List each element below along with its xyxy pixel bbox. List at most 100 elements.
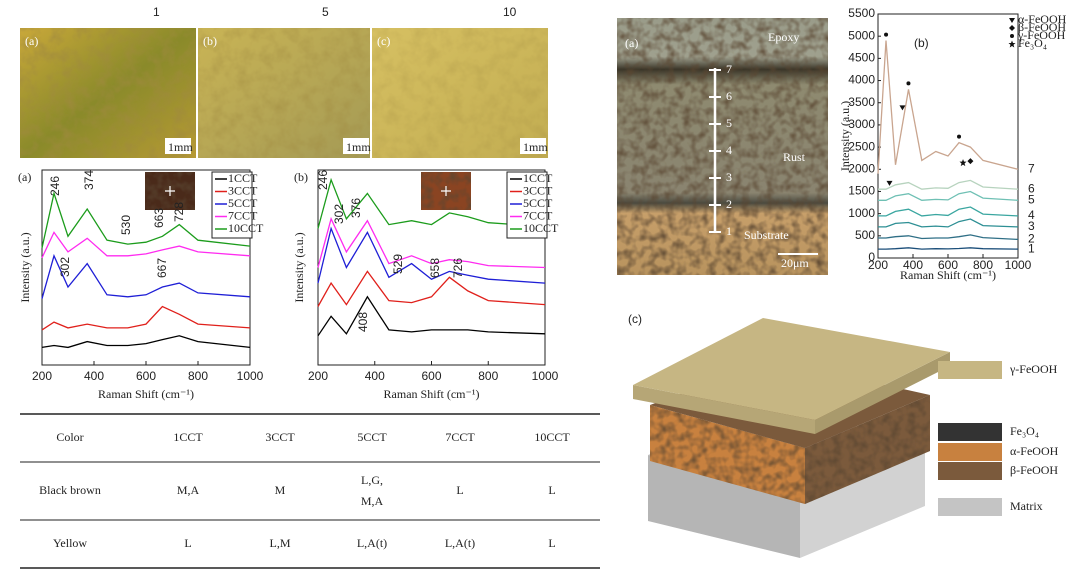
point-label: 3 xyxy=(726,170,732,184)
series-label: 6 xyxy=(1028,181,1035,195)
spectrum-line xyxy=(878,247,1019,250)
spectrum-line xyxy=(41,190,251,249)
legend-label: 3CCT xyxy=(523,183,553,197)
x-tick-label: 200 xyxy=(32,369,52,383)
table-cell: L xyxy=(184,536,191,550)
x-tick-label: 600 xyxy=(421,369,441,383)
legend-box xyxy=(211,171,253,239)
chart: 200 400 600 800 1000 Raman Shift (cm⁻¹) Intens… xyxy=(292,169,559,401)
y-tick-label: 1500 xyxy=(848,184,875,198)
legend-marker xyxy=(1008,40,1016,48)
spectrum-line xyxy=(317,295,546,337)
table-cell: L,A(t) xyxy=(357,536,387,550)
y-tick-label: 3500 xyxy=(848,95,875,109)
peak-label: 408 xyxy=(356,312,370,332)
layer-side xyxy=(648,455,800,558)
legend-label: 1CCT xyxy=(523,171,553,185)
chart: 200 400 600 800 1000 Raman Shift (cm⁻¹) Intens… xyxy=(18,169,264,401)
layer-side xyxy=(815,352,950,434)
plot-frame xyxy=(877,13,1019,259)
peak-label: 374 xyxy=(82,170,96,190)
legend-label: 5CCT xyxy=(228,196,258,210)
layer-label: Rust xyxy=(783,150,806,164)
spectrum-line xyxy=(878,179,1019,190)
photo-texture xyxy=(198,28,370,158)
inset-cross xyxy=(165,186,175,196)
x-tick-label: 600 xyxy=(136,369,156,383)
legend-label: α-FeOOH xyxy=(1018,12,1067,26)
peak-label: 376 xyxy=(349,198,363,218)
table-cell: Yellow xyxy=(53,536,87,550)
y-tick-label: 5000 xyxy=(848,28,875,42)
point-label: 1 xyxy=(726,224,732,238)
series-label: 5 xyxy=(1028,192,1035,206)
series-label: 7 xyxy=(1028,161,1035,175)
scale-box xyxy=(520,138,546,154)
peak-label: 663 xyxy=(152,208,166,228)
legend-marker xyxy=(959,159,967,167)
scale-bar: 20μm xyxy=(781,256,809,270)
point-label: 7 xyxy=(726,62,732,76)
point-label: 2 xyxy=(726,197,732,211)
point-label: 6 xyxy=(726,89,732,103)
x-tick-label: 200 xyxy=(308,369,328,383)
scale-box xyxy=(343,138,369,154)
x-axis-label: Raman Shift (cm⁻¹) xyxy=(900,268,996,282)
layer-texture xyxy=(805,395,930,504)
table-header: 10CCT xyxy=(534,430,570,444)
panel-label: (a) xyxy=(25,34,38,48)
layer-side xyxy=(800,440,925,558)
inset-cross xyxy=(441,186,451,196)
legend-label: Fe₃O₄ xyxy=(1010,424,1039,438)
legend-label: γ-FeOOH xyxy=(1009,362,1058,376)
y-tick-label: 2500 xyxy=(848,139,875,153)
legend-label: 5CCT xyxy=(523,196,553,210)
layer-top xyxy=(633,318,950,420)
spectrum-line xyxy=(41,231,251,259)
spectrum-line xyxy=(317,226,546,284)
panel-label: (a) xyxy=(625,36,638,50)
x-tick-label: 1000 xyxy=(532,369,559,383)
legend-swatch xyxy=(938,462,1002,480)
peak-label: 667 xyxy=(155,258,169,278)
layer-side xyxy=(633,385,815,434)
spectrum-line xyxy=(317,270,546,307)
y-axis-label: Intensity (a.u.) xyxy=(292,232,306,302)
legend-label: 10CCT xyxy=(228,221,264,235)
y-axis-label: Intensity (a.u.) xyxy=(18,232,32,302)
table-cell: Black brown xyxy=(39,483,101,497)
table-cell: M xyxy=(275,483,286,497)
y-tick-label: 1000 xyxy=(848,206,875,220)
spectrum-line xyxy=(317,177,546,229)
legend-label: β-FeOOH xyxy=(1010,463,1058,477)
x-tick-label: 1000 xyxy=(237,369,264,383)
panel-label: (b) xyxy=(914,36,929,50)
legend-label: 7CCT xyxy=(523,208,553,222)
table-cell: L,M xyxy=(270,536,291,550)
column-label: 10 xyxy=(503,5,517,19)
x-axis-label: Raman Shift (cm⁻¹) xyxy=(98,387,194,401)
legend-marker xyxy=(967,158,974,165)
legend-label: Fe₃O₄ xyxy=(1018,36,1047,50)
table-cell: M,A xyxy=(177,483,200,497)
panel-label: (c) xyxy=(628,312,642,326)
legend-box xyxy=(506,171,548,239)
table-cell: L xyxy=(548,483,555,497)
spectrum-line xyxy=(878,218,1019,228)
photo-texture xyxy=(372,28,548,158)
peak-label: 658 xyxy=(428,258,442,278)
x-tick-label: 600 xyxy=(938,258,958,272)
legend-label: 1CCT xyxy=(228,171,258,185)
legend-marker xyxy=(899,105,906,111)
legend-label: γ-FeOOH xyxy=(1017,28,1066,42)
x-tick-label: 800 xyxy=(973,258,993,272)
panel-label: (c) xyxy=(377,34,390,48)
y-tick-label: 2000 xyxy=(848,161,875,175)
scale-bar: 1mm xyxy=(523,140,548,154)
series-label: 3 xyxy=(1028,219,1035,233)
point-label: 5 xyxy=(726,116,732,130)
x-tick-label: 1000 xyxy=(1005,258,1032,272)
cross-section: (a) Epoxy Rust Substrate 20μm xyxy=(617,18,828,275)
table-header: 7CCT xyxy=(445,430,475,444)
photo-row: 1 5 10 (a) (b) (c) 1mm 1mm 1mm xyxy=(20,5,548,158)
